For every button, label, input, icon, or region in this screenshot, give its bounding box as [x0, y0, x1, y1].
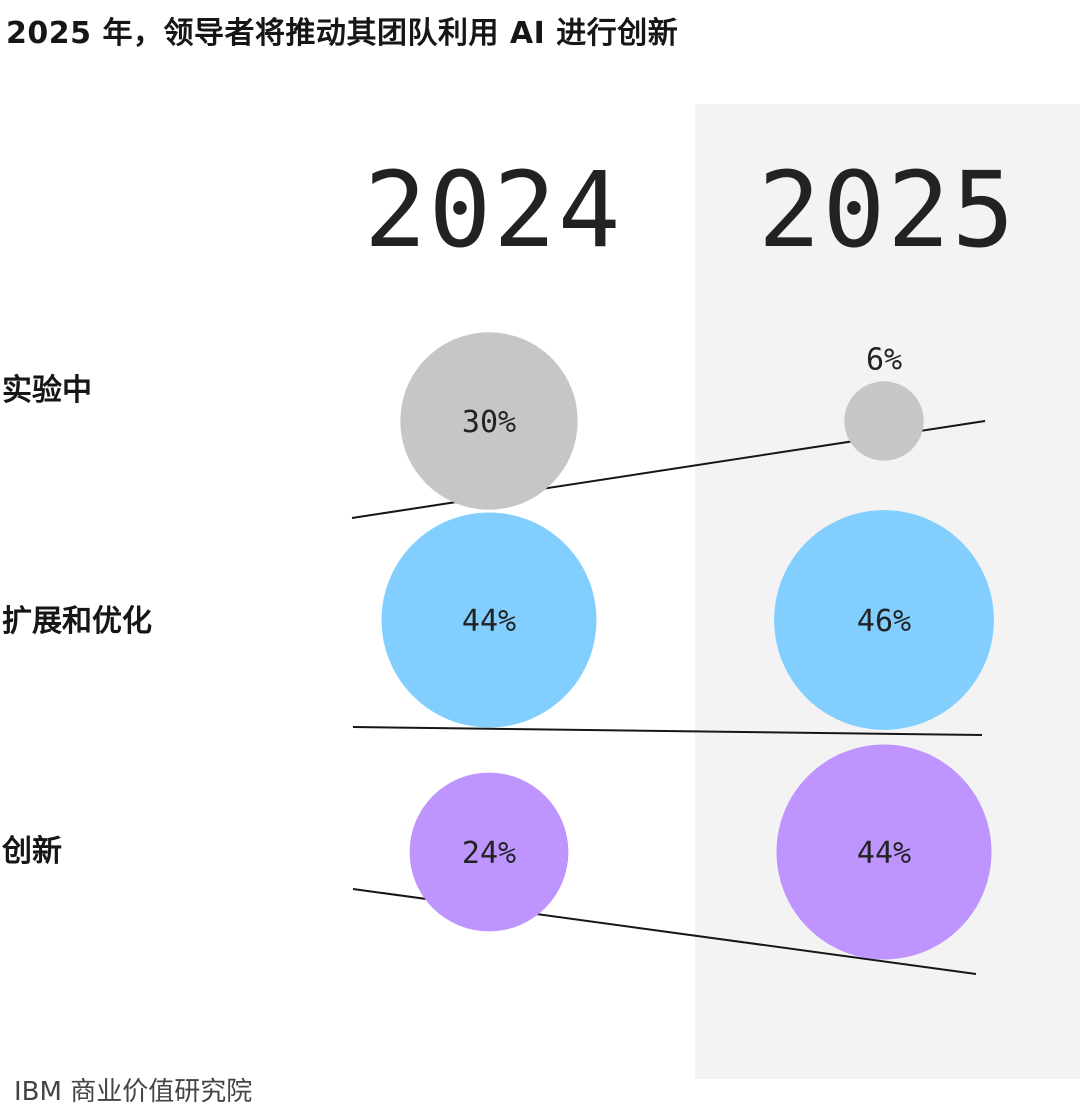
bubble-label-scaling-2024: 44% [462, 604, 516, 639]
bubble-label-experimenting-2025: 6% [866, 342, 902, 377]
row-label-innovating: 创新 [2, 834, 62, 869]
bubble-innovating-2025 [776, 744, 992, 960]
row-label-experimenting: 实验中 [2, 373, 92, 408]
chart-title: 2025 年，领导者将推动其团队利用 AI 进行创新 [6, 16, 679, 51]
bubble-scaling-2025 [774, 510, 994, 730]
bubble-label-experimenting-2024: 30% [462, 405, 516, 440]
bubble-experimenting-2025 [844, 381, 924, 461]
column-header-2025: 2025 [758, 149, 1017, 271]
bubble-scaling-2024 [381, 512, 597, 728]
bubble-label-innovating-2025: 44% [857, 836, 911, 871]
trend-line-scaling [352, 726, 983, 736]
bubble-experimenting-2024 [400, 332, 578, 510]
bubble-innovating-2024 [409, 772, 569, 932]
bubble-label-innovating-2024: 24% [462, 836, 516, 871]
row-label-scaling: 扩展和优化 [2, 604, 152, 639]
column-header-2024: 2024 [364, 149, 623, 271]
source-label: IBM 商业价值研究院 [14, 1077, 253, 1107]
bubble-label-scaling-2025: 46% [857, 604, 911, 639]
